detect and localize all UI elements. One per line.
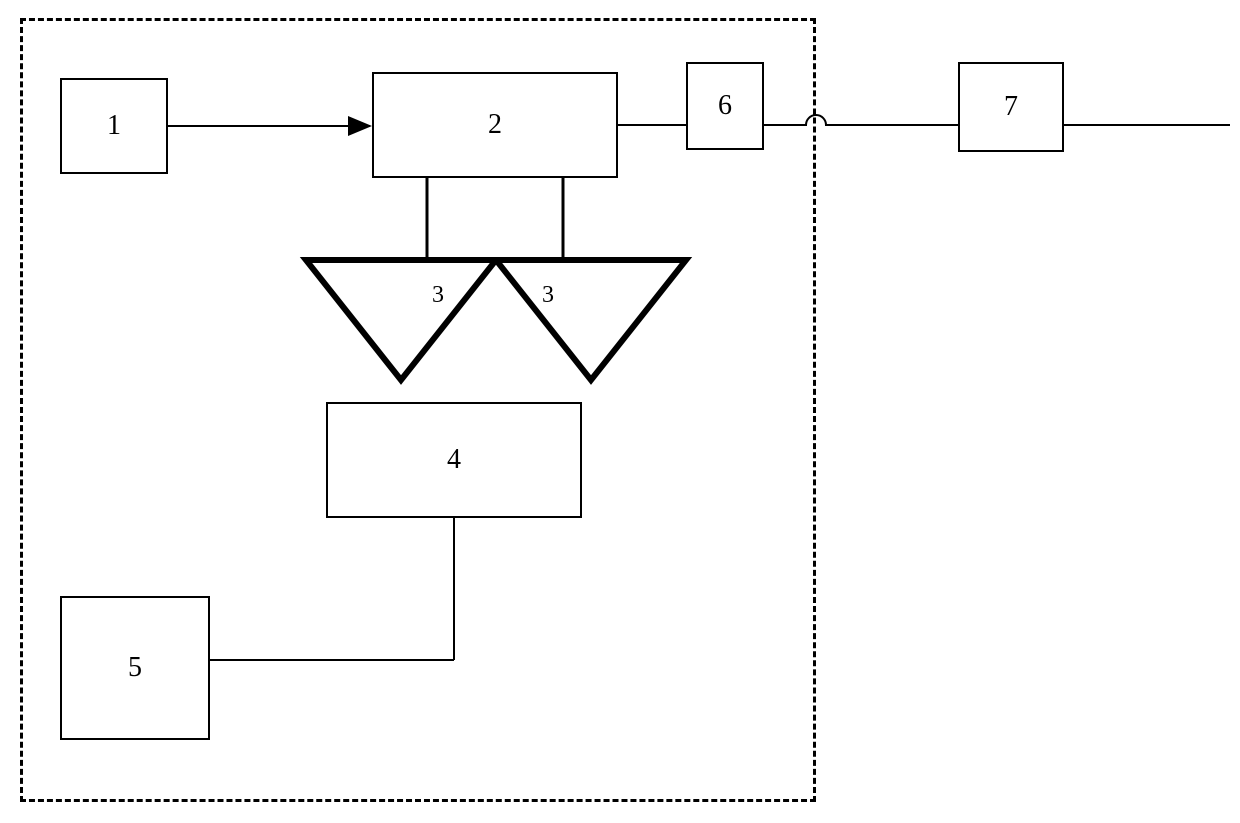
edge-6-to-7-hop <box>764 115 958 125</box>
node-1: 1 <box>60 78 168 174</box>
triangle-right-label: 3 <box>542 282 554 309</box>
node-6: 6 <box>686 62 764 150</box>
node-4: 4 <box>326 402 582 518</box>
triangle-right <box>496 260 686 380</box>
node-6-label: 6 <box>718 90 732 122</box>
diagram-canvas: 1 2 4 5 6 7 3 3 <box>0 0 1240 823</box>
node-2-label: 2 <box>488 109 502 141</box>
node-7: 7 <box>958 62 1064 152</box>
triangle-left-label: 3 <box>432 282 444 309</box>
node-5-label: 5 <box>128 652 142 684</box>
node-1-label: 1 <box>107 110 121 142</box>
node-5: 5 <box>60 596 210 740</box>
triangle-left <box>306 260 496 380</box>
node-7-label: 7 <box>1004 91 1018 123</box>
node-2: 2 <box>372 72 618 178</box>
node-4-label: 4 <box>447 444 461 476</box>
